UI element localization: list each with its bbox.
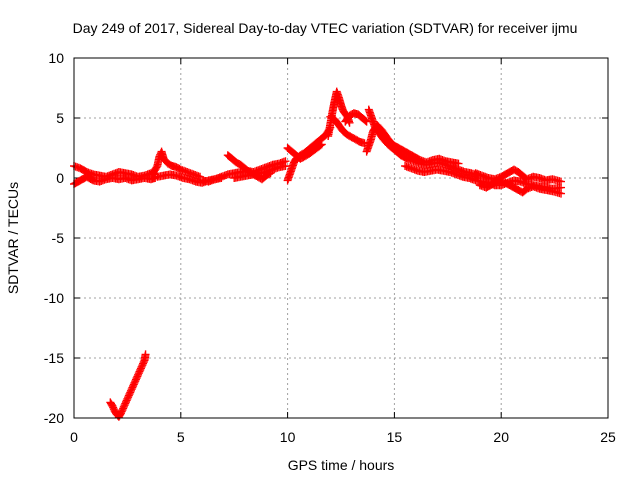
x-tick-label: 10 xyxy=(280,429,296,445)
data-point xyxy=(361,116,370,125)
data-point xyxy=(281,162,290,170)
data-point xyxy=(454,159,463,168)
data-point xyxy=(316,141,325,150)
data-point xyxy=(557,189,566,198)
y-tick-label: -20 xyxy=(44,410,64,426)
y-tick-label: 0 xyxy=(56,170,64,186)
x-axis-label: GPS time / hours xyxy=(288,457,395,473)
x-tick-label: 25 xyxy=(600,429,616,445)
data-series-sdtvar xyxy=(70,87,566,421)
y-tick-label: -5 xyxy=(52,230,65,246)
y-tick-label: -15 xyxy=(44,350,64,366)
chart-title: Day 249 of 2017, Sidereal Day-to-day VTE… xyxy=(73,20,578,36)
x-tick-label: 0 xyxy=(70,429,78,445)
y-tick-label: 10 xyxy=(48,50,64,66)
plot-frame xyxy=(73,57,609,419)
x-tick-label: 20 xyxy=(493,429,509,445)
x-tick-label: 5 xyxy=(177,429,185,445)
y-tick-label: -10 xyxy=(44,290,64,306)
y-tick-label: 5 xyxy=(56,110,64,126)
data-point xyxy=(141,350,150,359)
axis-ticks: 0 5 10 15 20 25 -20 -15 -10 -5 0 5 10 xyxy=(44,50,616,445)
y-axis-label: SDTVAR / TECUs xyxy=(5,182,21,294)
data-point xyxy=(317,140,326,149)
x-tick-label: 15 xyxy=(387,429,403,445)
data-point xyxy=(557,177,566,186)
